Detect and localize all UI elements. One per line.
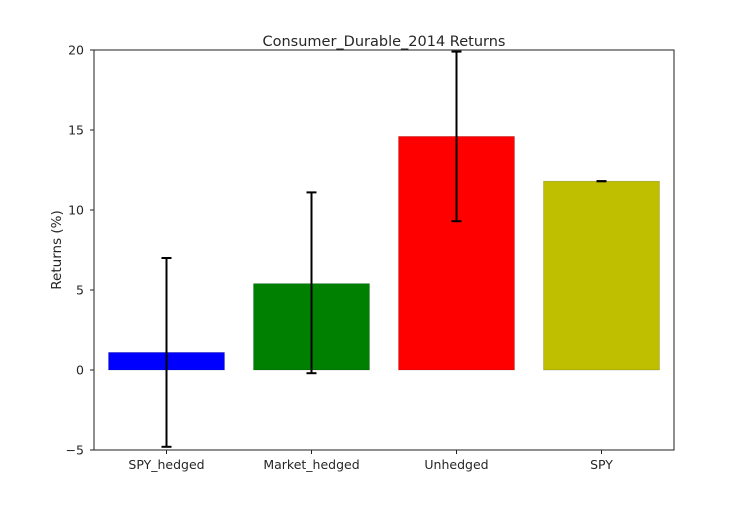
y-tick-label: 5 (76, 283, 84, 298)
y-axis-ticks: −5 0 5 10 15 20 (66, 43, 94, 458)
x-axis-ticks: SPY_hedged Market_hedged Unhedged SPY (128, 450, 613, 472)
error-bars-group (161, 50, 607, 448)
x-tick-label: Market_hedged (263, 457, 359, 472)
y-tick-label: 20 (68, 43, 84, 58)
x-tick-label: Unhedged (424, 457, 488, 472)
x-tick-label: SPY (590, 457, 613, 472)
bar-spy (543, 180, 660, 371)
y-tick-label: 10 (68, 203, 84, 218)
y-tick-label: −5 (66, 443, 84, 458)
bars-group (108, 136, 660, 371)
x-tick-label: SPY_hedged (128, 457, 204, 472)
y-tick-label: 15 (68, 123, 84, 138)
y-axis-label: Returns (%) (49, 210, 65, 289)
y-tick-label: 0 (76, 363, 84, 378)
plot-area-frame (93, 49, 675, 451)
chart-title: Consumer_Durable_2014 Returns (263, 34, 506, 50)
